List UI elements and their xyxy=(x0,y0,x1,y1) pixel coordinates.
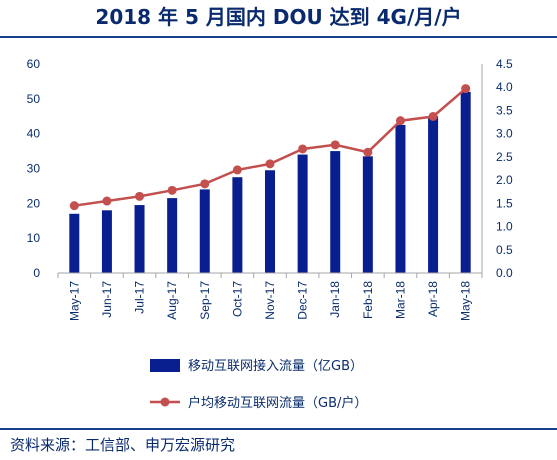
right-tick-label: 2.0 xyxy=(496,173,513,187)
right-tick-label: 2.5 xyxy=(496,150,513,164)
bar xyxy=(199,189,210,273)
line-point xyxy=(265,159,275,169)
legend-bar-swatch xyxy=(150,359,180,372)
right-axis-ticks: 0.0 0.5 1.0 1.5 2.0 2.5 3.0 3.5 4.0 4.5 xyxy=(496,57,513,280)
line-point xyxy=(135,191,145,201)
legend-bar-label: 移动互联网接入流量（亿GB） xyxy=(188,358,363,374)
right-tick-label: 3.0 xyxy=(496,127,513,141)
left-tick-label: 40 xyxy=(27,127,41,141)
bar xyxy=(362,156,373,273)
bar xyxy=(297,154,308,273)
x-tick-label: Apr-18 xyxy=(426,281,440,317)
legend: 移动互联网接入流量（亿GB） 户均移动互联网流量（GB/户） xyxy=(150,358,367,411)
line-point xyxy=(200,179,210,189)
bar xyxy=(101,210,112,273)
right-tick-label: 3.5 xyxy=(496,103,513,117)
title-divider xyxy=(0,36,557,38)
bar xyxy=(69,213,80,273)
legend-line-marker xyxy=(160,397,170,407)
x-tick-label: Jun-17 xyxy=(100,281,114,318)
bar xyxy=(232,177,243,273)
x-tick-label: Aug-17 xyxy=(165,281,179,320)
line-point xyxy=(395,116,405,126)
x-tick-label: May-18 xyxy=(459,281,473,321)
bar xyxy=(395,124,406,273)
x-tick-label: Jan-18 xyxy=(328,281,342,318)
x-tick-label: Dec-17 xyxy=(296,281,310,320)
right-tick-label: 1.5 xyxy=(496,196,513,210)
left-tick-label: 10 xyxy=(27,231,41,245)
bar-series xyxy=(69,91,471,273)
line-point xyxy=(102,196,112,206)
right-tick-label: 1.0 xyxy=(496,220,513,234)
bar xyxy=(460,91,471,273)
x-tick-label: Oct-17 xyxy=(230,281,244,317)
bar xyxy=(265,170,275,273)
left-tick-label: 30 xyxy=(27,162,41,176)
line-point xyxy=(69,201,79,211)
x-tick-label: Sep-17 xyxy=(198,281,212,320)
legend-line-label: 户均移动互联网流量（GB/户） xyxy=(188,395,367,411)
line-point xyxy=(232,165,242,175)
right-tick-label: 0.0 xyxy=(496,266,513,280)
x-tick-label: Feb-18 xyxy=(361,281,375,319)
left-tick-label: 0 xyxy=(33,266,40,280)
line-point xyxy=(363,147,373,157)
left-axis-ticks: 0 10 20 30 40 50 60 xyxy=(27,57,41,280)
chart: 0 10 20 30 40 50 60 0.0 0.5 1.0 1.5 2.0 2.5 3.0 3.5 4.… xyxy=(27,57,513,411)
source-divider xyxy=(0,428,557,430)
x-tick-label: Jul-17 xyxy=(133,281,147,314)
x-axis-ticks: May-17 Jun-17 Jul-17 Aug-17 Sep-17 Oct-17 Nov-… xyxy=(67,281,472,321)
left-tick-label: 50 xyxy=(27,92,41,106)
bar xyxy=(167,198,178,273)
line-series xyxy=(69,84,471,211)
right-tick-label: 0.5 xyxy=(496,243,513,257)
line-point xyxy=(461,84,471,94)
right-tick-label: 4.5 xyxy=(496,57,513,71)
source-note: 资料来源：工信部、申万宏源研究 xyxy=(10,436,236,454)
x-tick-label: Mar-18 xyxy=(393,281,407,319)
bar xyxy=(428,116,439,273)
chart-title: 2018 年 5 月国内 DOU 达到 4G/月/户 xyxy=(95,5,462,29)
left-tick-label: 60 xyxy=(27,57,41,71)
x-tick-label: Nov-17 xyxy=(263,281,277,320)
x-tick-label: May-17 xyxy=(67,281,81,321)
left-tick-label: 20 xyxy=(27,196,41,210)
bar xyxy=(330,151,341,273)
bar xyxy=(134,205,145,273)
line-point xyxy=(167,185,177,195)
line-point xyxy=(428,111,438,121)
right-tick-label: 4.0 xyxy=(496,80,513,94)
axes xyxy=(57,64,483,278)
line-point xyxy=(330,140,340,150)
line-point xyxy=(298,144,308,154)
